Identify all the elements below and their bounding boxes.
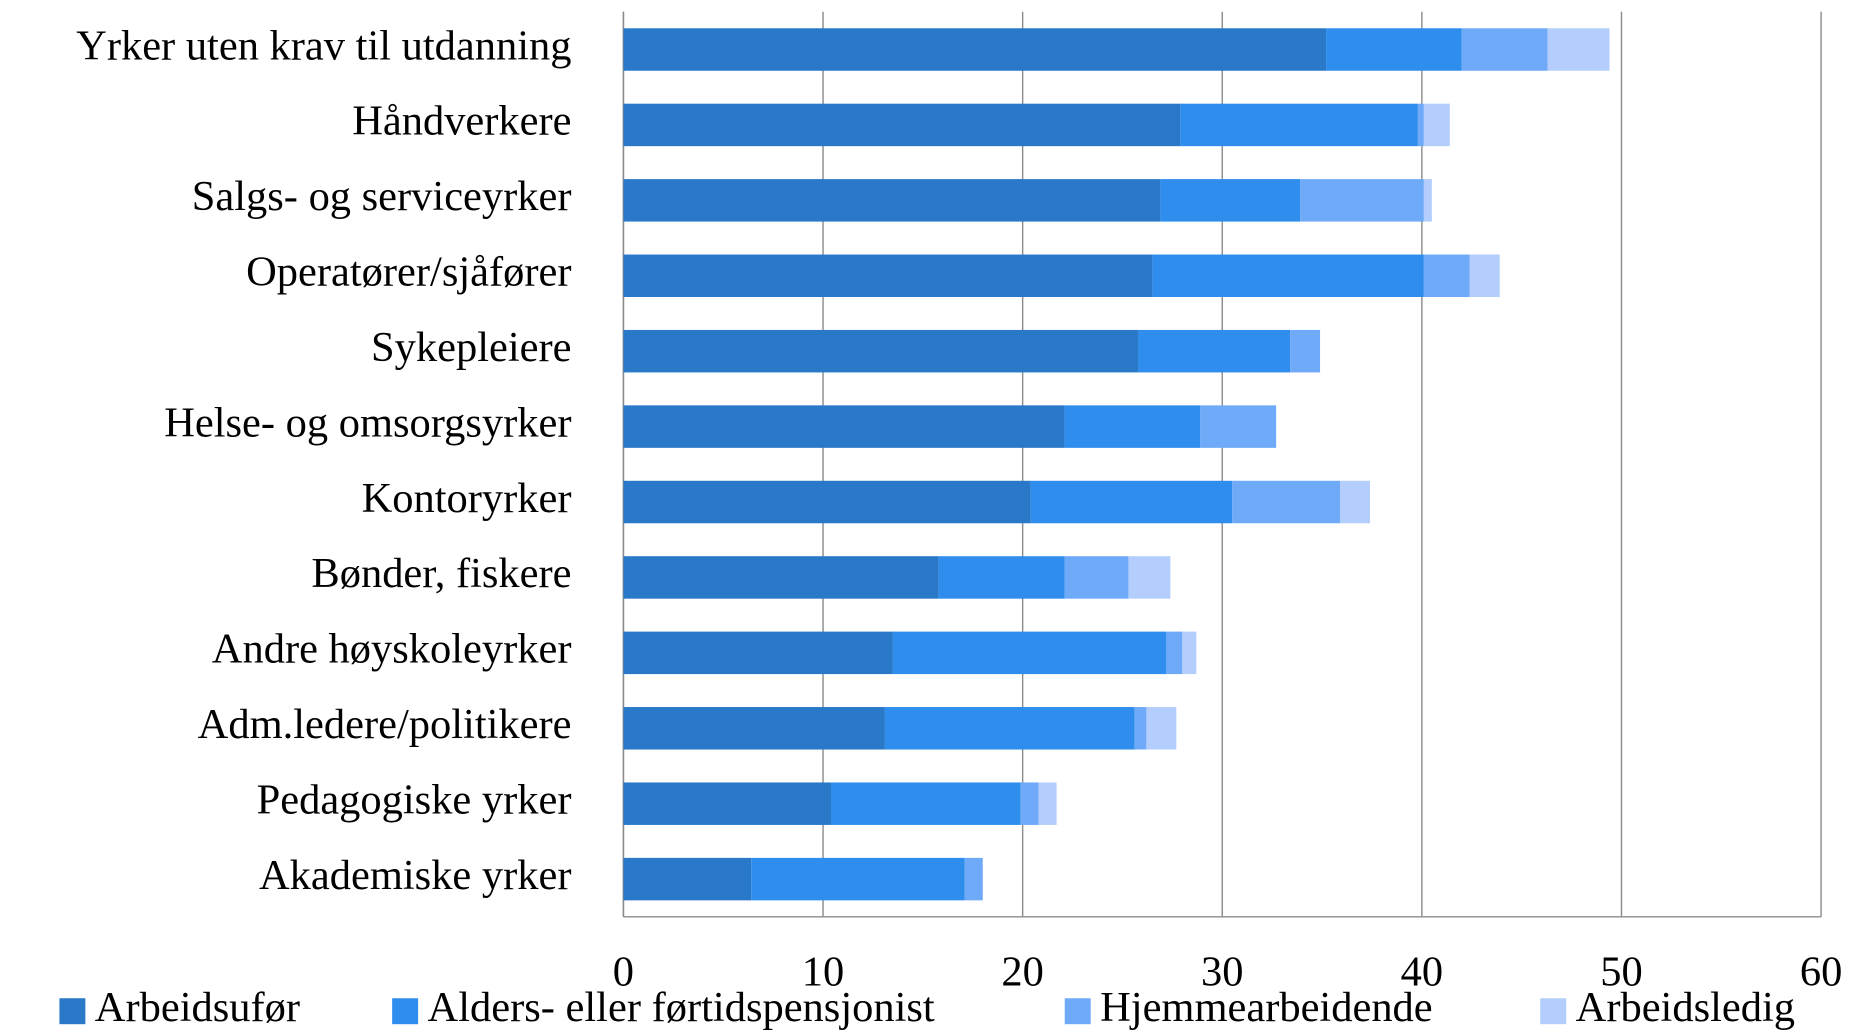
- y-tick-label: Bønder, fiskere: [311, 550, 571, 597]
- bar-segment: [1064, 556, 1129, 599]
- bar-segment: [623, 480, 1031, 524]
- bar-segment: [1423, 103, 1450, 147]
- bar-segment: [623, 329, 1139, 373]
- y-tick-label: Salgs- og serviceyrker: [192, 173, 572, 220]
- y-tick-label: Operatører/sjåfører: [246, 249, 571, 296]
- bar-segment: [938, 556, 1065, 599]
- y-tick-label: Sykepleiere: [371, 324, 571, 371]
- y-tick-label: Håndverkere: [352, 98, 571, 145]
- bar-segment: [623, 782, 832, 825]
- bar-segment: [1326, 28, 1462, 71]
- legend-swatch: [59, 998, 86, 1025]
- x-tick-label: 20: [1001, 949, 1043, 996]
- x-tick-label: 10: [802, 949, 844, 996]
- legend-label: Arbeidsufør: [95, 984, 300, 1031]
- bar-segment: [623, 405, 1065, 448]
- legend-label: Alders- eller førtidspensjonist: [428, 984, 935, 1031]
- bar-segment: [1030, 480, 1233, 524]
- bar-segment: [1146, 707, 1177, 750]
- y-tick-label: Akademiske yrker: [259, 852, 572, 899]
- bar-segment: [1138, 329, 1291, 373]
- bar-segment: [1417, 103, 1424, 147]
- bar-segment: [1038, 782, 1057, 825]
- x-tick-label: 50: [1600, 949, 1642, 996]
- bar-segment: [964, 857, 983, 901]
- bar-segment: [623, 857, 752, 901]
- bar-segment: [1423, 179, 1432, 222]
- bar-segment: [1020, 782, 1039, 825]
- bar-segment: [1469, 254, 1500, 298]
- legend-swatch: [1540, 998, 1567, 1025]
- bar-segment: [1152, 254, 1424, 298]
- y-tick-label: Pedagogiske yrker: [257, 776, 572, 823]
- bar-segment: [1290, 329, 1321, 373]
- bar-segment: [1547, 28, 1610, 71]
- y-tick-label: Yrker uten krav til utdanning: [76, 22, 571, 69]
- bar-segment: [1200, 405, 1277, 448]
- bar-segment: [623, 707, 885, 750]
- legend-swatch: [392, 998, 419, 1025]
- bar-segment: [623, 631, 893, 675]
- y-tick-label: Adm.ledere/politikere: [198, 701, 572, 748]
- y-tick-label: Helse- og omsorgsyrker: [164, 399, 571, 446]
- bar-segment: [623, 28, 1327, 71]
- x-tick-label: 0: [613, 949, 634, 996]
- bar-segment: [623, 254, 1153, 298]
- bar-segment: [1180, 103, 1418, 147]
- bar-segment: [892, 631, 1167, 675]
- y-tick-label: Kontoryrker: [362, 475, 572, 522]
- bar-segment: [1300, 179, 1424, 222]
- bar-segment: [831, 782, 1021, 825]
- bar-segment: [623, 556, 939, 599]
- bar-segment: [1182, 631, 1197, 675]
- x-tick-label: 30: [1201, 949, 1243, 996]
- bar-segment: [1160, 179, 1301, 222]
- bar-segment: [1134, 707, 1147, 750]
- bar-segment: [1128, 556, 1171, 599]
- y-tick-label: Andre høyskoleyrker: [212, 626, 572, 673]
- bar-segment: [1064, 405, 1201, 448]
- bar-segment: [623, 103, 1181, 147]
- bar-segment: [1232, 480, 1341, 524]
- bar-segment: [751, 857, 965, 901]
- bar-segment: [1340, 480, 1370, 524]
- legend-swatch: [1064, 998, 1091, 1025]
- bar-segment: [1461, 28, 1548, 71]
- legend-label: Arbeidsledig: [1576, 984, 1795, 1031]
- x-tick-label: 40: [1401, 949, 1443, 996]
- bar-segment: [623, 179, 1161, 222]
- bar-segment: [1166, 631, 1183, 675]
- bar-segment: [884, 707, 1135, 750]
- bar-segment: [1423, 254, 1470, 298]
- legend-label: Hjemmearbeidende: [1100, 984, 1433, 1031]
- x-tick-label: 60: [1800, 949, 1842, 996]
